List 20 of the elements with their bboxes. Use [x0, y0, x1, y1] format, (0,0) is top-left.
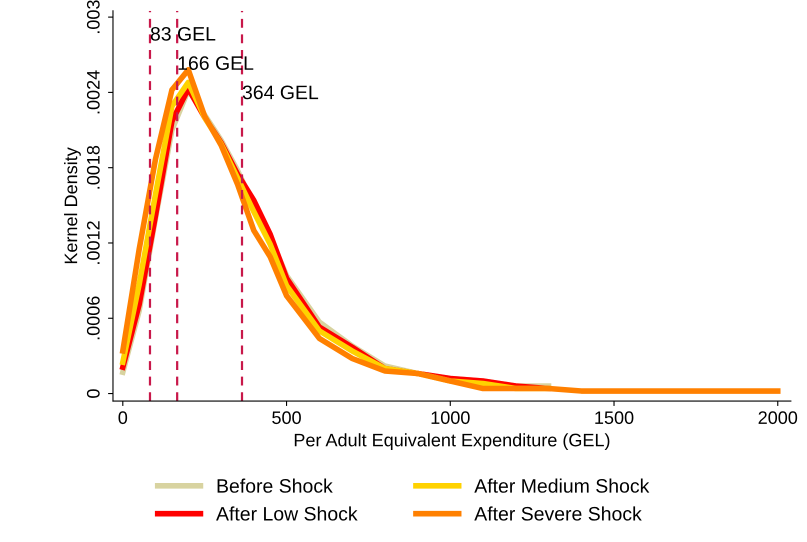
- legend-label: After Medium Shock: [474, 478, 650, 493]
- legend-label: After Severe Shock: [474, 506, 642, 521]
- y-tick-label: .003: [86, 0, 100, 34]
- y-tick-label: 0: [86, 389, 100, 398]
- legend-label: After Low Shock: [216, 506, 358, 521]
- x-tick-label: 1500: [595, 411, 634, 424]
- y-tick-label: .0006: [86, 296, 100, 340]
- ref-line-label: 83 GEL: [150, 26, 216, 41]
- x-tick-label: 500: [272, 411, 301, 424]
- x-axis-title: Per Adult Equivalent Expenditure (GEL): [294, 433, 610, 450]
- x-tick-label: 0: [118, 411, 128, 424]
- x-tick-label: 1000: [432, 411, 470, 424]
- y-tick-label: .0024: [86, 70, 100, 114]
- ref-line-label: 364 GEL: [242, 86, 318, 100]
- y-tick-label: .0012: [86, 221, 100, 264]
- x-tick-label: 2000: [758, 411, 798, 424]
- y-axis-title: Kernel Density: [64, 147, 81, 264]
- ref-line-label: 166 GEL: [178, 56, 254, 70]
- y-tick-label: .0018: [86, 146, 100, 189]
- legend-label: Before Shock: [218, 478, 333, 493]
